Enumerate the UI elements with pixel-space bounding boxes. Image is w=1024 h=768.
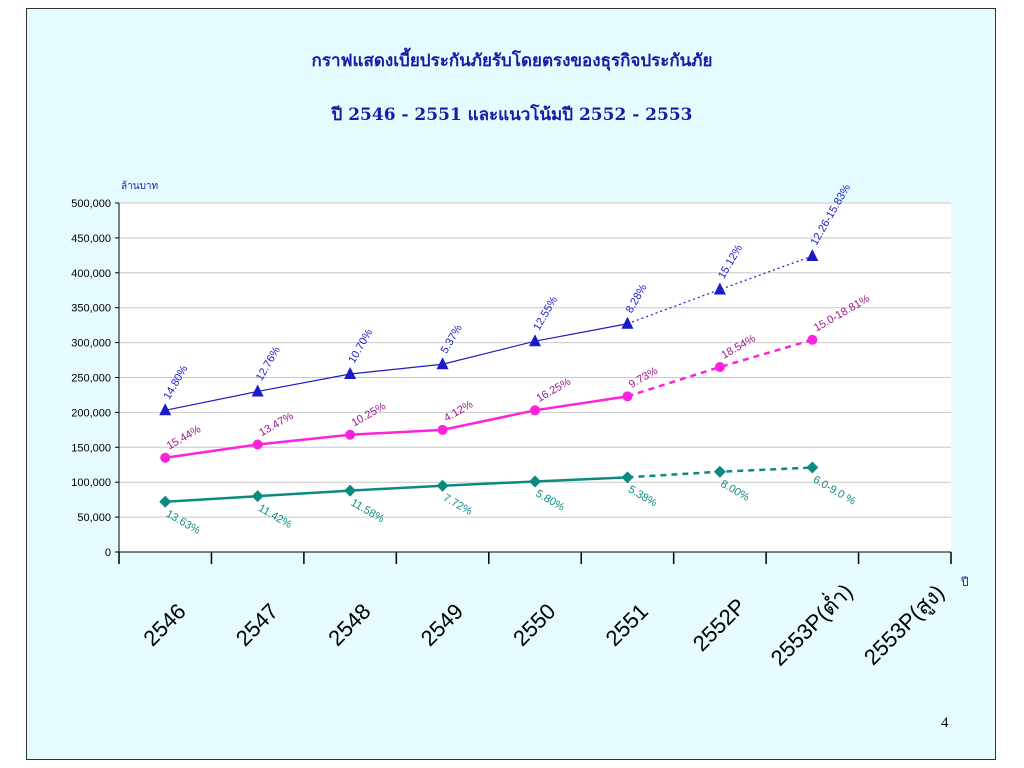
series-2-point (251, 490, 264, 503)
y-tick-label: 300,000 (71, 338, 111, 350)
x-tick-label: 2550 (508, 599, 560, 651)
series-2-point (436, 479, 449, 492)
series-2-point (713, 465, 726, 478)
series-0-point (344, 367, 357, 380)
y-tick-label: 200,000 (71, 407, 111, 419)
x-tick-label: 2552P (688, 593, 751, 656)
y-tick-label: 0 (105, 547, 111, 559)
series-2-point (344, 484, 357, 497)
series-0-point (806, 249, 819, 262)
series-0-point (436, 357, 449, 370)
chart-title-line2: ปี 2546 - 2551 และแนวโน้มปี 2552 - 2553 (331, 105, 693, 125)
line-chart: 0 50,000 100,000 150,000 200,000 250,000 300,0… (71, 180, 968, 671)
x-tick-label: 2553P(ต่ำ) (764, 577, 858, 671)
page-number: 4 (941, 715, 949, 731)
series-1-point (530, 405, 540, 416)
series-0-point (529, 334, 541, 347)
series-0-point (621, 316, 634, 329)
y-tick-label: 250,000 (71, 373, 111, 385)
series-2-point (806, 461, 819, 474)
x-tick-label: 2551 (601, 599, 653, 651)
series-1-point (160, 452, 171, 463)
series-2-line (165, 476, 628, 503)
series-2-point (529, 475, 541, 488)
series-2-point (159, 495, 172, 508)
y-tick-label: 500,000 (71, 198, 111, 210)
x-tick-label: 2549 (416, 599, 468, 651)
series-1-line (165, 395, 628, 460)
y-axis-label: ล้านบาท (121, 180, 158, 192)
y-tick-label: 150,000 (71, 442, 111, 454)
x-tick-label: 2547 (231, 599, 283, 651)
y-tick-label: 100,000 (71, 477, 111, 489)
slide: กราฟแสดงเบี้ยประกันภัยรับโดยตรงของธุรกิจ… (26, 8, 996, 760)
series-2-point (621, 471, 634, 484)
x-tick-label: 2548 (323, 599, 375, 651)
chart-title-line1: กราฟแสดงเบี้ยประกันภัยรับโดยตรงของธุรกิจ… (311, 51, 713, 71)
series-1-point (714, 362, 725, 373)
series-1-point (437, 424, 448, 435)
series-1-point (252, 439, 263, 450)
series-0-point (713, 282, 726, 295)
y-tick-label: 50,000 (77, 512, 111, 524)
series-0-point (159, 403, 172, 416)
y-tick-label: 450,000 (71, 233, 111, 245)
series-0-point (251, 384, 264, 397)
series-1-point (345, 429, 356, 440)
series-1-point (807, 334, 818, 345)
x-tick-label: 2546 (138, 599, 190, 651)
y-tick-label: 400,000 (71, 268, 111, 280)
series-1-point (622, 391, 633, 402)
x-tick-label: 2553P(สูง) (859, 580, 950, 671)
x-axis-label: ปี (960, 575, 968, 589)
y-tick-label: 350,000 (71, 303, 111, 315)
series-0-line (165, 323, 628, 411)
